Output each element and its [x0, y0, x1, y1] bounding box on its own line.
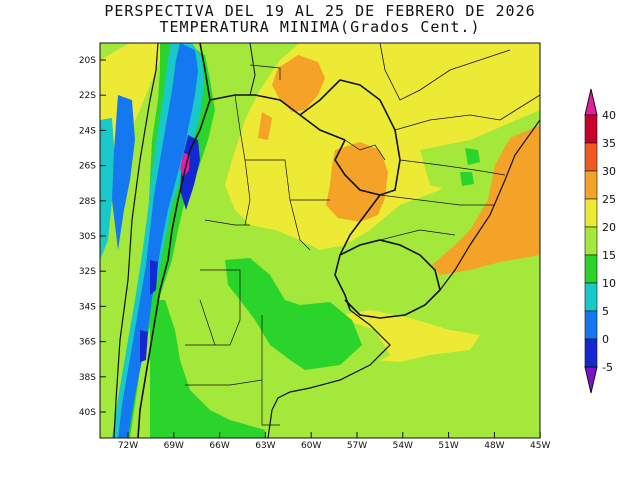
longitude-axis: 72W 69W 66W 63W 60W 57W 54W 51W 48W 45W [118, 432, 550, 451]
field-10-15-spot-b [460, 172, 474, 186]
lon-tick-label: 57W [347, 441, 367, 451]
field-0-5-andes [118, 43, 198, 438]
colorbar-top-arrow [584, 88, 598, 116]
province-line-e [185, 379, 263, 386]
field-5-10-coast [100, 118, 115, 260]
brazil-state-line-e [379, 43, 511, 101]
bolivia-west-border [249, 43, 256, 96]
colorbar-segment [584, 310, 598, 340]
latitude-axis: 20S 22S 24S 26S 28S 30S 32S 34S 36S 38S 40S [79, 56, 106, 418]
lon-tick-label: 72W [118, 441, 138, 451]
colorbar-label: 15 [602, 249, 616, 262]
lon-tick-label: 45W [530, 441, 550, 451]
province-line-h [199, 299, 216, 346]
brazil-state-line-d [379, 229, 456, 241]
brazil-coast [439, 119, 540, 291]
lat-tick-label: 22S [79, 91, 96, 101]
pacific-coastline [113, 43, 159, 438]
lat-tick-label: 34S [79, 302, 96, 312]
colorbar-bottom-arrow [584, 366, 598, 394]
field-10-15-patagonia [150, 300, 265, 438]
colorbar-segment [584, 282, 598, 312]
colorbar-segment [584, 338, 598, 368]
lon-tick-label: 54W [393, 441, 413, 451]
uruguay-border [339, 239, 441, 319]
colorbar-label: 30 [602, 165, 616, 178]
lat-tick-label: 20S [79, 56, 96, 66]
colorbar-segment [584, 114, 598, 144]
colorbar-label: 10 [602, 277, 616, 290]
lon-tick-label: 48W [484, 441, 504, 451]
colorbar-label: 25 [602, 193, 616, 206]
colorbar-segment [584, 226, 598, 256]
plot-frame [99, 42, 541, 439]
lon-tick-label: 69W [164, 441, 184, 451]
lat-tick-label: 24S [79, 126, 96, 136]
province-line-d [261, 315, 280, 426]
brazil-state-line-a [394, 94, 540, 131]
field-25-30-patch-c [258, 112, 272, 140]
lat-tick-label: 40S [79, 408, 96, 418]
province-line-f [289, 199, 311, 251]
colorbar-segment [584, 198, 598, 228]
lat-tick-label: 26S [79, 162, 96, 172]
province-line-b [245, 159, 330, 201]
colorbar-label: 20 [602, 221, 616, 234]
colorbar-label: 35 [602, 137, 616, 150]
field-10-15-spot-a [465, 148, 480, 165]
field-25-30-atlantic [432, 125, 540, 275]
brazil-state-line-c [379, 194, 495, 206]
paraguay-dept-line [344, 139, 386, 161]
colorbar-segment [584, 254, 598, 284]
lon-tick-label: 51W [438, 441, 458, 451]
lat-tick-label: 38S [79, 373, 96, 383]
field-20-25-pacific [100, 43, 160, 150]
colorbar-label: 5 [602, 305, 609, 318]
lat-tick-label: 30S [79, 232, 96, 242]
field-25-30-patch-a [272, 55, 325, 112]
field-lt0-spot-a [150, 260, 158, 295]
province-line-g [204, 219, 250, 226]
lon-tick-label: 66W [209, 441, 229, 451]
field-lt0-spot-b [140, 330, 148, 362]
colorbar-segment [584, 170, 598, 200]
field-layer [100, 43, 540, 438]
colorbar-segment [584, 142, 598, 172]
bolivia-dept-line [249, 64, 281, 80]
lon-tick-label: 63W [255, 441, 275, 451]
field-10-15-pampas [225, 258, 362, 370]
colorbar-label: 0 [602, 333, 609, 346]
lon-tick-label: 60W [301, 441, 321, 451]
field-0-5-coast [112, 95, 135, 250]
lat-tick-label: 32S [79, 267, 96, 277]
colorbar-label: -5 [602, 361, 613, 374]
colorbar-label: 40 [602, 109, 616, 122]
borders-layer [113, 43, 540, 438]
chile-argentina-border [137, 43, 211, 438]
colorbar: 40 35 30 25 20 15 10 5 0 -5 [584, 88, 616, 394]
brazil-state-line-b [399, 159, 506, 176]
map-title: PERSPECTIVA DEL 19 AL 25 DE FEBRERO DE 2… [104, 2, 536, 20]
lat-tick-label: 36S [79, 338, 96, 348]
argentina-coast [267, 309, 391, 438]
map-subtitle: TEMPERATURA MINIMA(Grados Cent.) [159, 18, 481, 36]
lat-tick-label: 28S [79, 197, 96, 207]
field-25-30-patch-b [326, 142, 388, 222]
